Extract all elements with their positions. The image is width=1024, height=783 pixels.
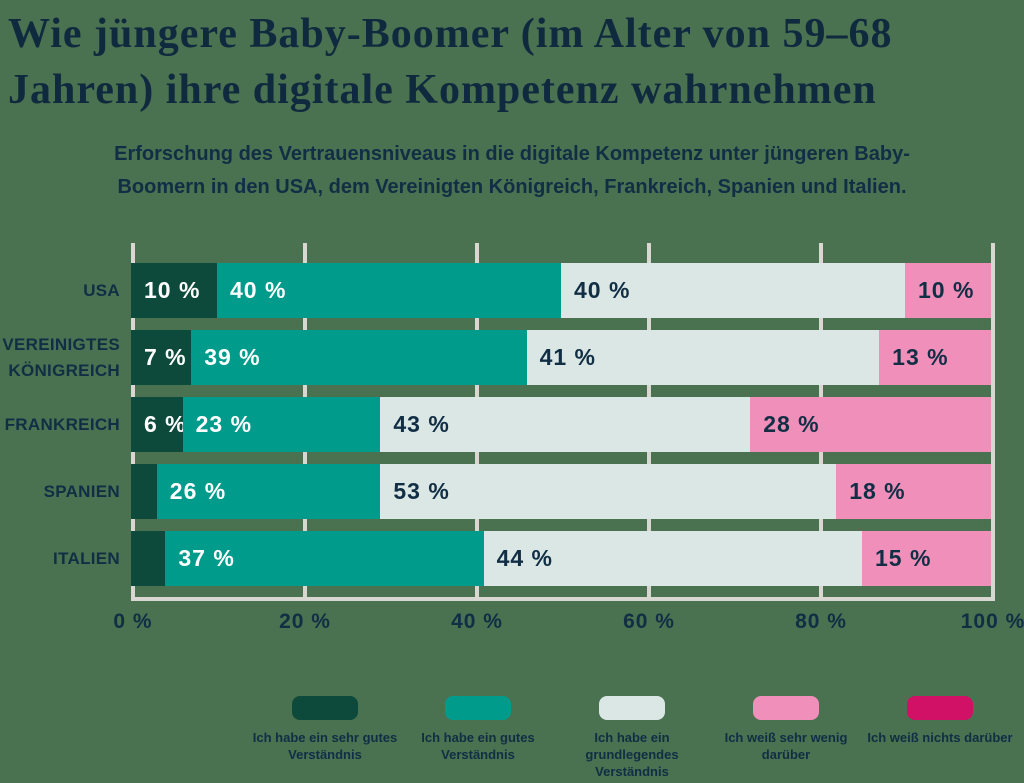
bar-segment: 6 % (131, 397, 186, 452)
bar-segment: 44 % (483, 531, 862, 586)
legend: Ich habe ein sehr gutes Verständnis Ich h… (0, 696, 1024, 783)
legend-swatch (445, 696, 511, 720)
category-label: ITALIEN (0, 531, 120, 586)
chart-title: Wie jüngere Baby-Boomer (im Alter von 59… (8, 6, 1018, 118)
segment-value-label: 41 % (539, 344, 597, 370)
bar-segment: 13 % (879, 330, 991, 385)
axis-tick-label: 0 % (113, 610, 153, 633)
segment-value-label: 53 % (393, 478, 450, 504)
segment-value-label: 15 % (874, 545, 932, 571)
bar-segment: 53 % (380, 464, 837, 519)
title-line-1: Wie jüngere Baby-Boomer (im Alter von 59… (8, 11, 893, 57)
category-label: SPANIEN (0, 464, 120, 519)
subtitle-line-2: Boomern in den USA, dem Vereinigten Köni… (117, 176, 907, 198)
segment-value-label: 40 % (230, 277, 287, 303)
legend-swatch (292, 696, 358, 720)
category-label-line: KÖNIGREICH (8, 360, 120, 380)
segment-value-label: 26 % (169, 478, 227, 504)
segment-value-label: 18 % (849, 478, 906, 504)
bar-segment: 15 % (861, 531, 991, 586)
bar-segment: 28 % (750, 397, 991, 452)
segment-value-label: 28 % (763, 411, 820, 437)
legend-swatch (753, 696, 819, 720)
plot-area: 10 % 40 % 40 % 10 % 7 % 39 % 41 % 13 % 6 % 23 % 43… (131, 243, 995, 600)
legend-label: Ich weiß nichts darüber (867, 730, 1013, 745)
segment-value-label: 43 % (393, 411, 450, 437)
legend-item: Ich habe ein sehr gutes Verständnis (250, 696, 400, 763)
category-label-line: USA (83, 280, 120, 300)
bar-row: 6 % 23 % 43 % 28 % (131, 397, 995, 452)
category-label: VEREINIGTES KÖNIGREICH (0, 330, 120, 385)
legend-swatch (599, 696, 665, 720)
bar-segment: 7 % (131, 330, 192, 385)
bar-segment: 37 % (165, 531, 484, 586)
legend-item: Ich weiß nichts darüber (865, 696, 1015, 746)
bar-segment: 23 % (182, 397, 381, 452)
category-label-line: FRANKREICH (4, 414, 120, 434)
category-label-line: SPANIEN (43, 481, 120, 501)
bar-row: 10 % 40 % 40 % 10 % (131, 263, 995, 318)
segment-value-label: 6 % (144, 411, 187, 437)
segment-value-label: 13 % (892, 344, 949, 370)
bar-segment: 39 % (191, 330, 527, 385)
bar-row: 37 % 44 % 15 % (131, 531, 995, 586)
segment-value-label: 37 % (178, 545, 235, 571)
segment-value-label: 7 % (144, 344, 187, 370)
bar-row: 26 % 53 % 18 % (131, 464, 995, 519)
bar-segment: 43 % (380, 397, 751, 452)
category-label-line: ITALIEN (53, 548, 120, 568)
legend-item: Ich weiß sehr wenig darüber (711, 696, 861, 763)
axis-tick-label: 60 % (623, 610, 675, 633)
chart-subtitle: Erforschung des Vertrauensniveaus in die… (62, 138, 962, 204)
bar-segment: 40 % (561, 263, 905, 318)
legend-label: Ich weiß sehr wenig darüber (724, 730, 848, 762)
bar-segment: 40 % (217, 263, 561, 318)
axis-tick-label: 80 % (795, 610, 847, 633)
stacked-bar-chart: 10 % 40 % 40 % 10 % 7 % 39 % 41 % 13 % 6 % 23 % 43… (0, 243, 1024, 633)
title-line-2: Jahren) ihre digitale Kompetenz wahrnehm… (8, 67, 877, 113)
axis-tick-label: 40 % (451, 610, 503, 633)
category-label: USA (0, 263, 120, 318)
legend-label: Ich habe ein sehr gutes Verständnis (252, 730, 398, 762)
bar-segment: 26 % (156, 464, 381, 519)
legend-item: Ich habe ein gutes Verständnis (403, 696, 553, 763)
x-axis-line (131, 597, 995, 601)
segment-value-label: 10 % (918, 277, 975, 303)
bar-segment: 10 % (905, 263, 991, 318)
segment-value-label: 39 % (204, 344, 261, 370)
bar-segment (131, 531, 166, 586)
segment-value-label: 44 % (496, 545, 554, 571)
subtitle-line-1: Erforschung des Vertrauensniveaus in die… (114, 143, 910, 165)
bar-row: 7 % 39 % 41 % 13 % (131, 330, 995, 385)
axis-tick-label: 100 % (960, 610, 1024, 633)
category-label: FRANKREICH (0, 397, 120, 452)
legend-label: Ich habe ein gutes Verständnis (421, 730, 535, 762)
bar-segment: 18 % (836, 464, 991, 519)
legend-item: Ich habe ein grundlegendes Verständnis (557, 696, 707, 780)
segment-value-label: 10 % (144, 277, 201, 303)
category-label-line: VEREINIGTES (2, 334, 120, 354)
bar-segment: 10 % (131, 263, 217, 318)
gridline (991, 243, 995, 600)
segment-value-label: 23 % (195, 411, 253, 437)
segment-value-label: 40 % (574, 277, 631, 303)
bar-segment: 41 % (526, 330, 880, 385)
bar-segment (131, 464, 157, 519)
legend-swatch (907, 696, 973, 720)
legend-label: Ich habe ein grundlegendes Verständnis (585, 730, 679, 779)
axis-tick-label: 20 % (279, 610, 331, 633)
